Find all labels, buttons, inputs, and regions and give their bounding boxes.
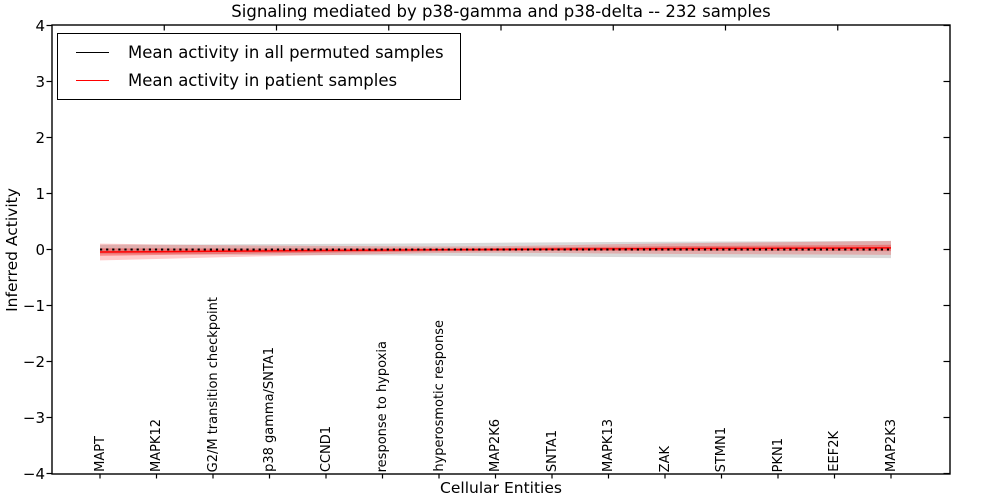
legend: Mean activity in all permuted samples Me… xyxy=(57,33,461,100)
x-axis-label: Cellular Entities xyxy=(440,479,562,497)
x-tick-label: hyperosmotic response xyxy=(431,320,447,472)
chart-title: Signaling mediated by p38-gamma and p38-… xyxy=(231,2,771,21)
legend-label: Mean activity in patient samples xyxy=(128,71,398,90)
x-tick-label: EEF2K xyxy=(827,431,842,472)
patient-std-band-outer xyxy=(100,240,891,261)
y-tick-label: −1 xyxy=(22,296,45,315)
x-tick-label: ZAK xyxy=(657,445,673,472)
y-tick-label: −4 xyxy=(22,464,45,483)
y-tick-label: −2 xyxy=(22,352,45,371)
x-tick-label: CCND1 xyxy=(318,425,334,472)
y-tick-label: 4 xyxy=(35,16,45,35)
x-tick-label: MAP2K6 xyxy=(488,418,503,472)
x-tick-label: p38 gamma/SNTA1 xyxy=(262,347,277,472)
legend-line-red xyxy=(76,80,109,81)
x-tick-label: MAPT xyxy=(92,436,108,472)
x-tick-label: G2/M transition checkpoint xyxy=(205,296,221,472)
x-tick-label: STMN1 xyxy=(714,426,729,472)
x-tick-label: PKN1 xyxy=(770,437,786,472)
y-tick-label: 2 xyxy=(35,128,45,147)
legend-label: Mean activity in all permuted samples xyxy=(128,43,444,62)
y-tick-label: 1 xyxy=(35,184,45,203)
x-tick-label: response to hypoxia xyxy=(375,340,390,472)
x-tick-label: MAPK13 xyxy=(601,418,616,472)
patient-std-band-inner xyxy=(100,244,891,256)
mean-line-patient xyxy=(99,247,892,253)
y-tick-label: 3 xyxy=(35,72,45,91)
legend-entry-patient: Mean activity in patient samples xyxy=(76,71,444,90)
x-tick-label: MAPK12 xyxy=(149,418,164,472)
legend-entry-permuted: Mean activity in all permuted samples xyxy=(76,43,444,62)
y-tick-label: −3 xyxy=(22,408,45,427)
x-tick-label: MAP2K3 xyxy=(883,418,899,472)
legend-line-black xyxy=(76,52,109,53)
x-tick-label: SNTA1 xyxy=(544,429,560,472)
y-tick-label: 0 xyxy=(35,240,45,259)
